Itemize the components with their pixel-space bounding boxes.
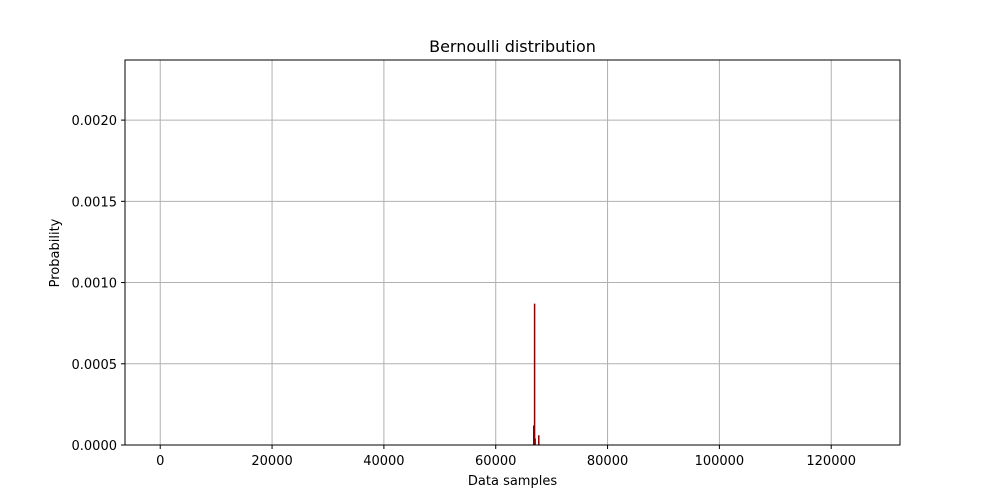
y-tick-label: 0.0015 xyxy=(72,195,118,210)
x-tick-label: 80000 xyxy=(587,454,628,469)
y-axis-ticks: 0.0000 0.0005 0.0010 0.0015 0.0020 xyxy=(72,114,125,454)
x-tick-label: 40000 xyxy=(363,454,404,469)
bar xyxy=(538,435,540,445)
y-tick-label: 0.0010 xyxy=(72,277,118,292)
bar xyxy=(534,438,536,445)
y-tick-label: 0.0000 xyxy=(72,439,118,454)
x-axis-label: Data samples xyxy=(468,474,557,489)
x-tick-label: 20000 xyxy=(251,454,292,469)
plot-area xyxy=(124,59,901,446)
x-tick-label: 120000 xyxy=(806,454,856,469)
y-tick-label: 0.0020 xyxy=(72,114,118,129)
x-tick-label: 60000 xyxy=(475,454,516,469)
y-axis-label: Probability xyxy=(48,218,63,287)
bar xyxy=(532,425,535,445)
chart-title: Bernoulli distribution xyxy=(429,37,596,56)
x-tick-label: 100000 xyxy=(695,454,745,469)
x-tick-label: 0 xyxy=(156,454,164,469)
bars xyxy=(532,303,540,445)
grid-lines xyxy=(125,60,900,446)
y-tick-label: 0.0005 xyxy=(72,358,118,373)
x-axis-ticks: 0 20000 40000 60000 80000 100000 120000 xyxy=(156,445,856,469)
bar xyxy=(533,303,536,445)
